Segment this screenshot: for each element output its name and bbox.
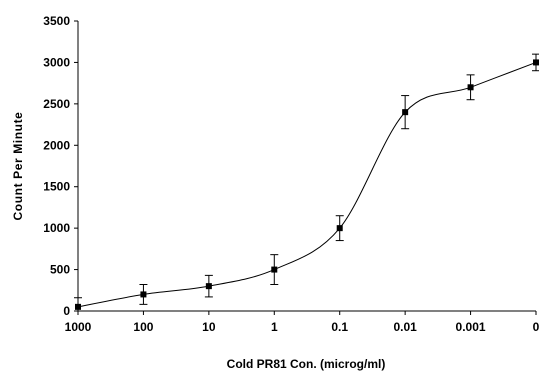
y-tick-label: 1500 bbox=[43, 180, 70, 194]
data-point bbox=[402, 109, 409, 116]
data-point bbox=[271, 266, 278, 273]
data-point bbox=[533, 59, 539, 66]
x-tick-label: 1000 bbox=[65, 320, 92, 334]
y-tick-label: 3500 bbox=[43, 14, 70, 28]
x-tick-label: 0.01 bbox=[393, 320, 417, 334]
y-tick-label: 500 bbox=[50, 263, 70, 277]
axes: 0 500 1000 1500 2000 2500 3000 3500 1000 100 10 1 0.… bbox=[43, 14, 539, 334]
data-point bbox=[140, 291, 147, 298]
data-point bbox=[336, 225, 343, 232]
y-tick-label: 2500 bbox=[43, 97, 70, 111]
x-tick-label: 0 bbox=[533, 320, 539, 334]
y-tick-label: 1000 bbox=[43, 221, 70, 235]
data-point bbox=[75, 303, 81, 310]
x-axis-title: Cold PR81 Con. (microg/ml) bbox=[227, 357, 386, 371]
x-tick-label: 10 bbox=[202, 320, 216, 334]
series bbox=[74, 53, 539, 312]
y-tick-label: 3000 bbox=[43, 55, 70, 69]
x-tick-label: 1 bbox=[271, 320, 278, 334]
x-tick-label: 100 bbox=[133, 320, 153, 334]
data-point bbox=[205, 283, 212, 290]
y-tick-label: 0 bbox=[63, 304, 70, 318]
y-axis-title: Count Per Minute bbox=[11, 112, 25, 221]
x-tick-label: 0.1 bbox=[331, 320, 348, 334]
data-point bbox=[467, 84, 474, 91]
y-tick-label: 2000 bbox=[43, 138, 70, 152]
series-line bbox=[77, 61, 537, 308]
x-tick-label: 0.001 bbox=[456, 320, 486, 334]
